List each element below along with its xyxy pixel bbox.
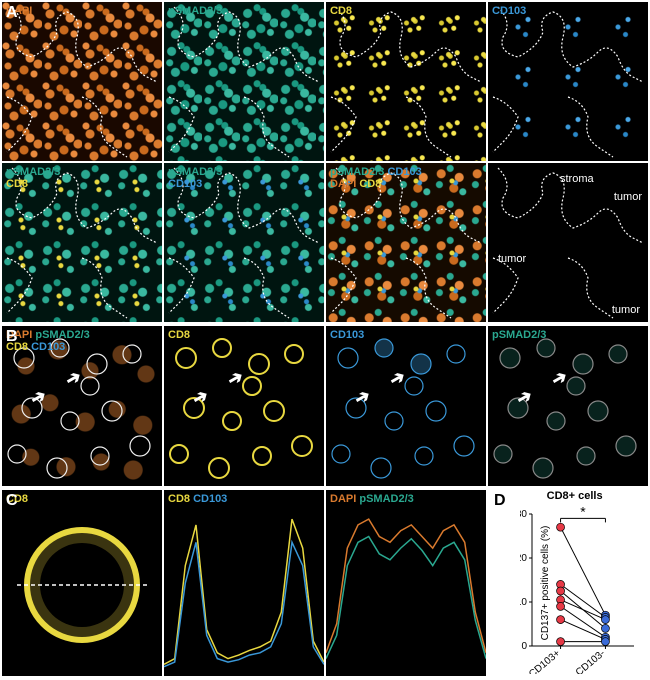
tile-label: pSMAD2/3: [168, 5, 222, 17]
panel-a-tile-0: DAPI A: [2, 2, 162, 161]
arrow-icon: ➔: [548, 365, 572, 391]
panel-b-tile-3: pSMAD2/3 ➔ ➔: [488, 326, 648, 486]
svg-text:CD103+: CD103+: [527, 648, 563, 674]
arrow-icon: ➔: [224, 365, 248, 391]
panel-d-title: CD8+ cells: [547, 490, 603, 502]
panel-c-tile-0: CD8 C: [2, 490, 162, 676]
tile-label: pSMAD2/3: [492, 329, 546, 341]
schematic-tumor-label: tumor: [614, 191, 642, 203]
svg-text:CD103-: CD103-: [574, 648, 607, 674]
panel-d-letter: D: [494, 492, 506, 510]
panel-b-grid: DAPI pSMAD2/3 CD8 CD103 B➔➔CD8 ➔➔CD103 ➔…: [2, 326, 648, 486]
tile-label: pSMAD2/3 CD103: [168, 166, 222, 190]
tile-label: DAPI pSMAD2/3: [330, 493, 414, 505]
panel-b-tile-1: CD8 ➔ ➔: [164, 326, 324, 486]
tile-label: pSMAD2/3 CD103 DAPI CD8: [330, 166, 422, 190]
panel-a-tile-3: CD103: [488, 2, 648, 161]
panel-a-tile-1: pSMAD2/3: [164, 2, 324, 161]
tile-label: DAPI pSMAD2/3 CD8 CD103: [6, 329, 90, 353]
tile-label: pSMAD2/3 CD8: [6, 166, 60, 190]
panel-a-tile-4: pSMAD2/3 CD8: [2, 163, 162, 322]
panel-b-tile-2: CD103 ➔ ➔: [326, 326, 486, 486]
panel-c-letter: C: [6, 492, 18, 510]
arrow-icon: ➔: [62, 365, 86, 391]
panel-d-plot: D CD8+ cells CD137+ positive cells (%) 0…: [490, 490, 648, 676]
figure-root: DAPI A pSMAD2/3 CD8 CD103 pSMAD2/3 CD8 p…: [0, 0, 650, 680]
svg-text:30: 30: [520, 509, 527, 520]
panel-a-tile-5: pSMAD2/3 CD103: [164, 163, 324, 322]
schematic-tumor-label: tumor: [498, 253, 526, 265]
tile-label: CD8: [168, 329, 190, 341]
svg-text:20: 20: [520, 553, 527, 564]
arrow-icon: ➔: [351, 384, 375, 410]
panel-a-tile-6: pSMAD2/3 CD103 DAPI CD8: [326, 163, 486, 322]
schematic-stroma-label: stroma: [560, 173, 594, 185]
panel-a-tile-2: CD8: [326, 2, 486, 161]
panel-a-letter: A: [6, 4, 18, 22]
panel-b-tile-0: DAPI pSMAD2/3 CD8 CD103 B ➔ ➔: [2, 326, 162, 486]
panel-d-svg: 0 10 20 30 CD103+ CD103- *: [520, 504, 640, 674]
tile-label: CD8 CD103: [168, 493, 227, 505]
panel-a-grid: DAPI A pSMAD2/3 CD8 CD103 pSMAD2/3 CD8 p…: [2, 2, 648, 322]
arrow-icon: ➔: [189, 384, 213, 410]
svg-text:10: 10: [520, 597, 527, 608]
panel-a-tile-7: stroma tumor tumor tumor: [488, 163, 648, 322]
panel-c-grid: CD8 C CD8 CD103 DAPI pSMAD2/3: [2, 490, 486, 676]
schematic-tumor-label: tumor: [612, 304, 640, 316]
arrow-icon: ➔: [513, 384, 537, 410]
panel-b-letter: B: [6, 328, 18, 346]
tile-label: CD8: [330, 5, 352, 17]
tile-label: CD103: [330, 329, 364, 341]
panel-c-tile-2: DAPI pSMAD2/3: [326, 490, 486, 676]
svg-text:0: 0: [521, 641, 527, 652]
tile-label: CD103: [492, 5, 526, 17]
svg-text:*: *: [580, 504, 586, 519]
arrow-icon: ➔: [386, 365, 410, 391]
arrow-icon: ➔: [27, 384, 51, 410]
panel-c-tile-1: CD8 CD103: [164, 490, 324, 676]
